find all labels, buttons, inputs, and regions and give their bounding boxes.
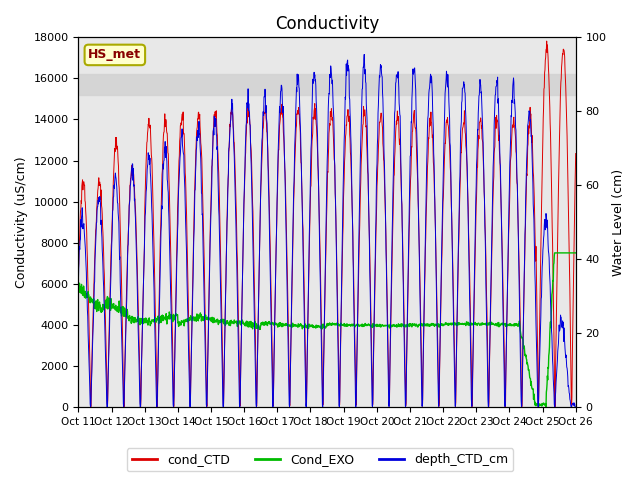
Text: HS_met: HS_met [88, 48, 141, 61]
Y-axis label: Water Level (cm): Water Level (cm) [612, 168, 625, 276]
Bar [79, 74, 576, 95]
Y-axis label: Conductivity (uS/cm): Conductivity (uS/cm) [15, 156, 28, 288]
Title: Conductivity: Conductivity [275, 15, 379, 33]
Legend: cond_CTD, Cond_EXO, depth_CTD_cm: cond_CTD, Cond_EXO, depth_CTD_cm [127, 448, 513, 471]
